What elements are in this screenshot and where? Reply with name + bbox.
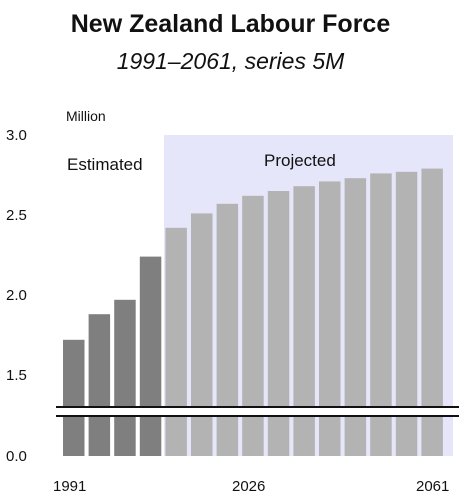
bar-2026 bbox=[242, 195, 264, 457]
x-tick-label: 2026 bbox=[232, 478, 265, 495]
y-tick-label: 0.0 bbox=[6, 448, 27, 465]
y-tick-label: 2.0 bbox=[6, 287, 27, 304]
x-tick-label: 1991 bbox=[53, 478, 86, 495]
y-tick-label: 2.5 bbox=[6, 207, 27, 224]
bar-2031 bbox=[267, 191, 290, 456]
bar-1996 bbox=[88, 314, 111, 456]
bar-2051 bbox=[370, 173, 392, 456]
axis-break-band bbox=[56, 407, 459, 416]
bar-2041 bbox=[319, 181, 341, 456]
y-axis-label: Million bbox=[66, 108, 106, 124]
region-label-estimated: Estimated bbox=[67, 155, 143, 174]
bar-2016 bbox=[191, 213, 213, 456]
bar-2046 bbox=[344, 178, 367, 456]
chart-title: New Zealand Labour Force bbox=[70, 10, 391, 38]
x-tick-label: 2061 bbox=[416, 478, 449, 495]
bar-2006 bbox=[139, 256, 162, 456]
bar-2061 bbox=[421, 168, 443, 456]
y-tick-label: 1.5 bbox=[6, 367, 27, 384]
bar-2011 bbox=[165, 227, 187, 456]
bar-2001 bbox=[114, 299, 136, 456]
region-label-projected: Projected bbox=[264, 151, 336, 170]
bar-2056 bbox=[395, 171, 418, 457]
bar-2021 bbox=[216, 203, 239, 456]
bar-1991 bbox=[63, 339, 85, 456]
y-tick-label: 3.0 bbox=[6, 127, 27, 144]
chart-subtitle: 1991–2061, series 5M bbox=[116, 48, 345, 74]
bars-group bbox=[63, 168, 443, 457]
bar-2036 bbox=[293, 186, 315, 456]
